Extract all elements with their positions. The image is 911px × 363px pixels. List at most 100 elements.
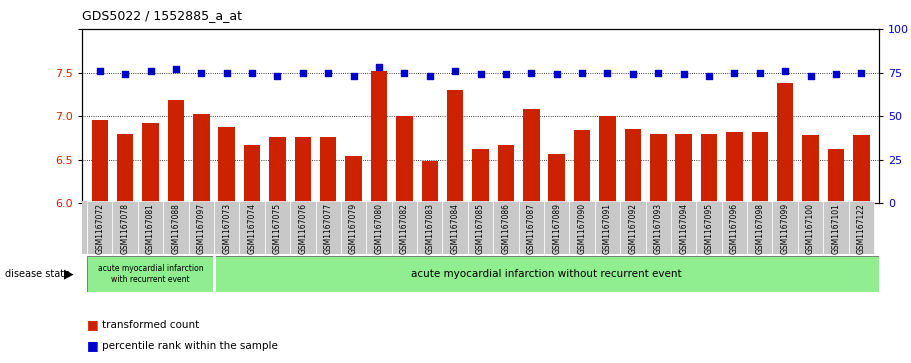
Bar — [849, 201, 874, 254]
Bar — [472, 149, 489, 203]
Text: GSM1167083: GSM1167083 — [425, 203, 435, 254]
Text: GSM1167076: GSM1167076 — [298, 203, 307, 254]
Point — [804, 73, 818, 79]
Bar — [396, 116, 413, 203]
Bar — [214, 201, 240, 254]
Text: GSM1167085: GSM1167085 — [476, 203, 485, 254]
Bar — [518, 201, 544, 254]
Point — [169, 66, 183, 72]
Point — [93, 68, 107, 74]
Bar — [747, 201, 773, 254]
Text: GSM1167079: GSM1167079 — [349, 203, 358, 254]
Text: GSM1167084: GSM1167084 — [451, 203, 460, 254]
Bar — [595, 201, 620, 254]
Text: GSM1167092: GSM1167092 — [629, 203, 638, 254]
Bar — [87, 201, 112, 254]
Bar — [574, 130, 590, 203]
Bar — [392, 201, 417, 254]
Point — [701, 73, 716, 79]
Bar — [497, 145, 514, 203]
Text: GSM1167088: GSM1167088 — [171, 203, 180, 254]
Bar — [168, 101, 184, 203]
Bar — [828, 149, 844, 203]
Bar — [291, 201, 315, 254]
Point — [448, 68, 463, 74]
Text: GDS5022 / 1552885_a_at: GDS5022 / 1552885_a_at — [82, 9, 242, 22]
Point — [295, 70, 310, 76]
Point — [727, 70, 742, 76]
Text: percentile rank within the sample: percentile rank within the sample — [102, 340, 278, 351]
Bar — [696, 201, 722, 254]
Bar — [341, 201, 366, 254]
Text: GSM1167095: GSM1167095 — [704, 203, 713, 254]
Point — [194, 70, 209, 76]
Bar — [417, 201, 443, 254]
Bar — [798, 201, 824, 254]
Bar — [569, 201, 595, 254]
Point — [245, 70, 260, 76]
Point — [752, 70, 767, 76]
Bar — [244, 145, 261, 203]
Point — [778, 68, 793, 74]
Bar — [824, 201, 849, 254]
Point — [321, 70, 335, 76]
Bar — [138, 201, 163, 254]
Point — [829, 72, 844, 77]
Bar — [675, 134, 691, 203]
Bar — [620, 201, 646, 254]
Bar — [544, 201, 569, 254]
Bar — [270, 137, 286, 203]
Point — [575, 70, 589, 76]
Bar — [82, 201, 87, 254]
Point — [271, 73, 285, 79]
Text: ■: ■ — [87, 318, 98, 331]
Point — [676, 72, 691, 77]
Point — [549, 72, 564, 77]
Bar — [523, 109, 539, 203]
Text: GSM1167122: GSM1167122 — [857, 203, 865, 254]
Text: GSM1167080: GSM1167080 — [374, 203, 384, 254]
Bar — [650, 134, 667, 203]
Text: GSM1167075: GSM1167075 — [273, 203, 282, 254]
Text: acute myocardial infarction
with recurrent event: acute myocardial infarction with recurre… — [97, 264, 203, 284]
Bar — [726, 132, 742, 203]
Text: GSM1167081: GSM1167081 — [146, 203, 155, 254]
Bar — [625, 129, 641, 203]
Text: GSM1167090: GSM1167090 — [578, 203, 587, 254]
Text: ■: ■ — [87, 339, 98, 352]
Point — [397, 70, 412, 76]
Bar — [117, 134, 133, 203]
Bar — [345, 156, 362, 203]
Bar — [219, 127, 235, 203]
Bar — [422, 162, 438, 203]
Text: GSM1167096: GSM1167096 — [730, 203, 739, 254]
Bar — [443, 201, 468, 254]
Text: GSM1167100: GSM1167100 — [806, 203, 815, 254]
Bar — [646, 201, 670, 254]
Bar — [366, 201, 392, 254]
Text: GSM1167094: GSM1167094 — [679, 203, 688, 254]
Bar — [87, 256, 214, 292]
Text: GSM1167093: GSM1167093 — [654, 203, 663, 254]
Text: disease state: disease state — [5, 269, 69, 279]
Point — [498, 72, 513, 77]
Point — [626, 72, 640, 77]
Text: transformed count: transformed count — [102, 320, 200, 330]
Point — [524, 70, 538, 76]
Bar — [189, 201, 214, 254]
Bar — [112, 201, 138, 254]
Bar — [371, 71, 387, 203]
Bar — [773, 201, 798, 254]
Text: GSM1167078: GSM1167078 — [120, 203, 129, 254]
Bar — [548, 154, 565, 203]
Bar — [320, 137, 336, 203]
Text: GSM1167073: GSM1167073 — [222, 203, 231, 254]
Text: GSM1167077: GSM1167077 — [323, 203, 333, 254]
Bar — [752, 132, 768, 203]
Bar — [701, 134, 717, 203]
Text: GSM1167091: GSM1167091 — [603, 203, 612, 254]
Bar — [853, 135, 870, 203]
Text: GSM1167074: GSM1167074 — [248, 203, 257, 254]
Point — [372, 65, 386, 70]
Bar — [163, 201, 189, 254]
